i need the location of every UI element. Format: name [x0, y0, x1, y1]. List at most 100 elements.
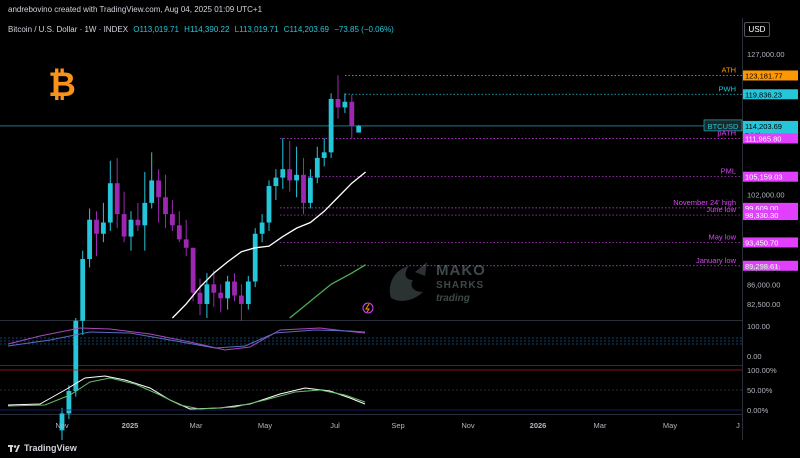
candle — [287, 141, 293, 192]
osc1-line — [7, 327, 366, 351]
candle — [156, 169, 161, 223]
candle — [114, 157, 120, 229]
candle-body — [287, 169, 293, 181]
candle — [321, 138, 327, 167]
level-tag-0: ATH — [722, 65, 736, 74]
svg-text:₿: ₿ — [48, 67, 76, 101]
candle — [342, 93, 348, 114]
candle-body — [321, 152, 327, 158]
currency-button[interactable]: USD — [744, 22, 770, 37]
candle-body — [170, 214, 175, 226]
price-label-box — [743, 210, 798, 221]
candle-body — [114, 183, 120, 215]
candle — [245, 275, 251, 310]
candle — [328, 93, 334, 158]
candle-body — [342, 101, 348, 108]
candle-body — [328, 98, 334, 153]
candle — [190, 247, 196, 302]
event-marker-icon — [362, 302, 374, 314]
time-tick: Mar — [594, 421, 607, 430]
ohlc-high: H114,390.22 — [184, 25, 230, 34]
candle — [135, 202, 141, 231]
candle-body — [218, 292, 224, 299]
pane-separator — [0, 320, 742, 321]
candle-body — [349, 101, 355, 126]
price-label-0: 123,181.77 — [745, 71, 783, 80]
price-label-8: 93,450.70 — [745, 238, 778, 247]
ema_green-line — [289, 264, 366, 319]
candle-body — [239, 295, 244, 304]
candle-body — [101, 222, 106, 234]
candle — [170, 200, 175, 231]
candle — [335, 75, 341, 119]
watermark-line2: SHARKS — [436, 280, 485, 291]
candle-body — [190, 247, 196, 293]
candle — [301, 157, 306, 215]
level-tag-7: June low — [706, 205, 736, 214]
candle — [308, 169, 313, 209]
time-tick: May — [663, 421, 677, 430]
tradingview-logo-icon — [8, 445, 20, 452]
candle — [107, 160, 113, 231]
time-tick: Nov — [55, 421, 69, 430]
candle-body — [197, 292, 203, 304]
osc2-signal — [7, 377, 366, 410]
price-label-box — [743, 260, 798, 271]
candle — [349, 94, 355, 139]
level-tag-1: PWH — [719, 84, 737, 93]
price-label-box — [743, 202, 798, 213]
candle — [183, 219, 189, 257]
candle — [128, 211, 134, 251]
price-tick: 127,000.00 — [747, 50, 785, 59]
price-tick: 102,000.00 — [747, 190, 785, 199]
candle-body — [232, 281, 237, 296]
price-label-6: 99,609.00 — [745, 204, 778, 213]
grid — [0, 18, 743, 440]
candle-body — [266, 186, 272, 223]
top-bar — [0, 0, 800, 18]
candle — [101, 202, 106, 243]
candle-body — [142, 202, 148, 226]
ohlc-open: O113,019.71 — [133, 25, 179, 34]
author-line: andrebovino created with TradingView.com… — [8, 5, 263, 14]
candle-body — [73, 320, 79, 392]
candle — [66, 385, 72, 420]
candle — [176, 211, 182, 243]
time-tick: J — [736, 421, 740, 430]
candle — [211, 270, 217, 307]
candle-body — [107, 183, 113, 223]
candle-body — [245, 281, 251, 304]
candle-body — [308, 177, 313, 203]
candle-body — [225, 281, 230, 299]
level-tag-3: pATH — [717, 128, 736, 137]
candle-body — [204, 284, 210, 304]
candle-body — [128, 219, 134, 237]
price-label-9: 89,298.61 — [745, 262, 778, 271]
bitcoin-logo-icon: ₿ — [48, 67, 76, 101]
price-label-box — [743, 133, 798, 144]
candle — [163, 174, 168, 229]
candle — [266, 180, 272, 231]
candles — [59, 75, 374, 440]
candle-body — [163, 197, 168, 215]
pane-separator — [0, 365, 742, 366]
price-label-box — [743, 171, 798, 182]
candle-body — [176, 225, 182, 240]
candle-body — [121, 214, 127, 237]
candle — [280, 138, 286, 189]
candle — [149, 152, 155, 209]
candle — [232, 273, 237, 302]
candle — [239, 284, 244, 321]
candle-body — [94, 219, 99, 234]
candle-body — [301, 174, 306, 203]
symbol-title[interactable]: Bitcoin / U.S. Dollar · 1W · INDEX — [8, 25, 129, 34]
ohlc-low: L113,019.71 — [234, 25, 279, 34]
level-tag-9: January low — [696, 256, 737, 265]
candle-body — [183, 239, 189, 248]
osc1-signal — [7, 329, 366, 349]
ohlc-change: −73.85 (−0.06%) — [334, 25, 394, 34]
osc2-line — [7, 375, 366, 410]
